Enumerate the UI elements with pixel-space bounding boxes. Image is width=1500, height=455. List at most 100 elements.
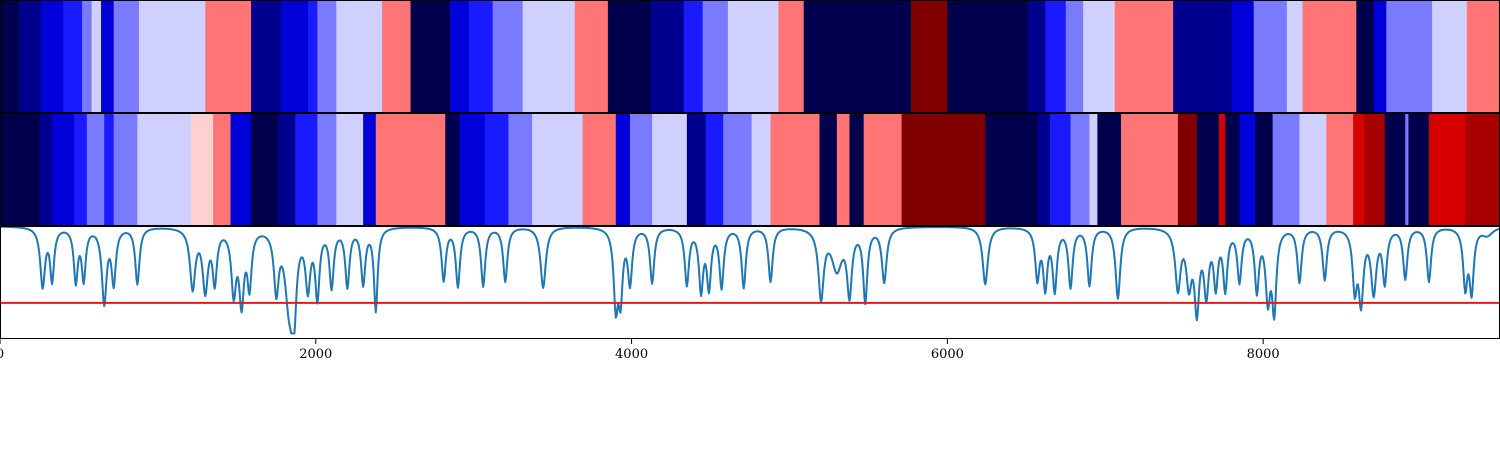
x-tick-label: 2000 — [299, 347, 332, 362]
heatmap-cell — [1089, 113, 1098, 226]
heatmap-cell — [459, 113, 486, 226]
heatmap-cell — [1364, 113, 1386, 226]
heatmap-cell — [230, 113, 252, 226]
heatmap-cell — [307, 0, 318, 113]
heatmap-cell — [863, 113, 902, 226]
heatmap-cell — [1083, 0, 1116, 113]
heatmap-cell — [615, 113, 631, 226]
heatmap-cell — [1326, 113, 1354, 226]
heatmap-cell — [683, 0, 704, 113]
heatmap-cell — [819, 113, 838, 226]
heatmap-cell — [1299, 113, 1327, 226]
heatmap-cell — [113, 0, 140, 113]
heatmap-cell — [1353, 113, 1365, 226]
heatmap-cell — [295, 113, 318, 226]
heatmap-cell — [1065, 0, 1084, 113]
heatmap-cell — [1373, 0, 1387, 113]
heatmap-cell — [39, 113, 53, 226]
heatmap-cell — [74, 113, 88, 226]
heatmap-cell — [1027, 0, 1046, 113]
heatmap-cell — [336, 113, 364, 226]
heatmap-cell — [1272, 113, 1300, 226]
heatmap-cell — [1465, 113, 1500, 226]
heatmap-cell — [630, 113, 653, 226]
heatmap-cell — [205, 0, 252, 113]
heatmap-cell — [445, 113, 460, 226]
heatmap-cell — [650, 0, 685, 113]
heatmap-cell — [901, 113, 986, 226]
heatmap-cell — [317, 0, 337, 113]
heatmap-cell — [82, 0, 92, 113]
heatmap-cell — [686, 113, 707, 226]
heatmap-cell — [1037, 113, 1051, 226]
heatmap-cell — [911, 0, 948, 113]
heatmap-cell — [836, 113, 850, 226]
heatmap-cell — [336, 0, 383, 113]
x-tick-label: 8000 — [1247, 347, 1280, 362]
line-panel-background — [0, 226, 1500, 339]
heatmap-cell — [770, 113, 820, 226]
x-axis: 0 2000 4000 6000 8000 — [0, 339, 1280, 362]
heatmap-cell — [652, 113, 688, 226]
heatmap-cell — [41, 0, 64, 113]
heatmap-cell — [450, 0, 470, 113]
heatmap-cell — [104, 113, 115, 226]
heatmap-cell — [213, 113, 231, 226]
heatmap-cell — [281, 0, 309, 113]
heatmap-cell — [727, 0, 779, 113]
heatmap-cell — [113, 113, 138, 226]
heatmap-cell — [1384, 113, 1406, 226]
heatmap-cell — [137, 113, 192, 226]
heatmap-cell — [985, 113, 1038, 226]
heatmap-cell — [363, 113, 377, 226]
heatmap-cell — [1255, 113, 1274, 226]
heatmap-cell — [484, 113, 509, 226]
heatmap-cell — [1239, 113, 1256, 226]
heatmap-cell — [251, 0, 282, 113]
heatmap-cell — [849, 113, 865, 226]
heatmap-cell — [1253, 0, 1288, 113]
heatmap-cell — [91, 0, 102, 113]
heatmap-cell — [1177, 113, 1198, 226]
heatmap-cell — [702, 0, 729, 113]
heatmap-cell — [63, 0, 83, 113]
heatmap-cell — [1408, 113, 1430, 226]
heatmap-cell — [1225, 113, 1240, 226]
heatmap-cell — [0, 113, 40, 226]
line-panel — [0, 225, 1500, 339]
heatmap-cell — [1097, 113, 1122, 226]
heatmap-cell — [138, 0, 206, 113]
heatmap-cell — [1302, 0, 1357, 113]
heatmap-cell — [1231, 0, 1255, 113]
heatmap-cell — [582, 113, 617, 226]
heatmap-cell — [86, 113, 105, 226]
heatmap-cell — [1356, 0, 1375, 113]
heatmap-row-top — [0, 0, 1500, 113]
heatmap-cell — [607, 0, 651, 113]
heatmap-cell — [1386, 0, 1433, 113]
heatmap-cell — [1428, 113, 1466, 226]
heatmap-cell — [468, 0, 494, 113]
heatmap-cell — [751, 113, 771, 226]
heatmap-cell — [1196, 113, 1220, 226]
heatmap-cell — [18, 0, 42, 113]
heatmap-cell — [1121, 113, 1179, 226]
heatmap-cell — [1045, 0, 1067, 113]
heatmap-cell — [101, 0, 115, 113]
x-tick-label: 6000 — [931, 347, 964, 362]
heatmap-cell — [574, 0, 609, 113]
heatmap-row-middle — [0, 113, 1500, 226]
heatmap-cell — [277, 113, 296, 226]
heatmap-cell — [1173, 0, 1232, 113]
heatmap-cell — [191, 113, 214, 226]
heatmap-cell — [317, 113, 337, 226]
heatmap-cell — [803, 0, 912, 113]
x-tick-label: 4000 — [615, 347, 648, 362]
heatmap-cell — [375, 113, 446, 226]
heatmap-cell — [1050, 113, 1071, 226]
signal-line — [0, 225, 1500, 335]
heatmap-cell — [1432, 0, 1468, 113]
heatmap-cell — [0, 0, 20, 113]
